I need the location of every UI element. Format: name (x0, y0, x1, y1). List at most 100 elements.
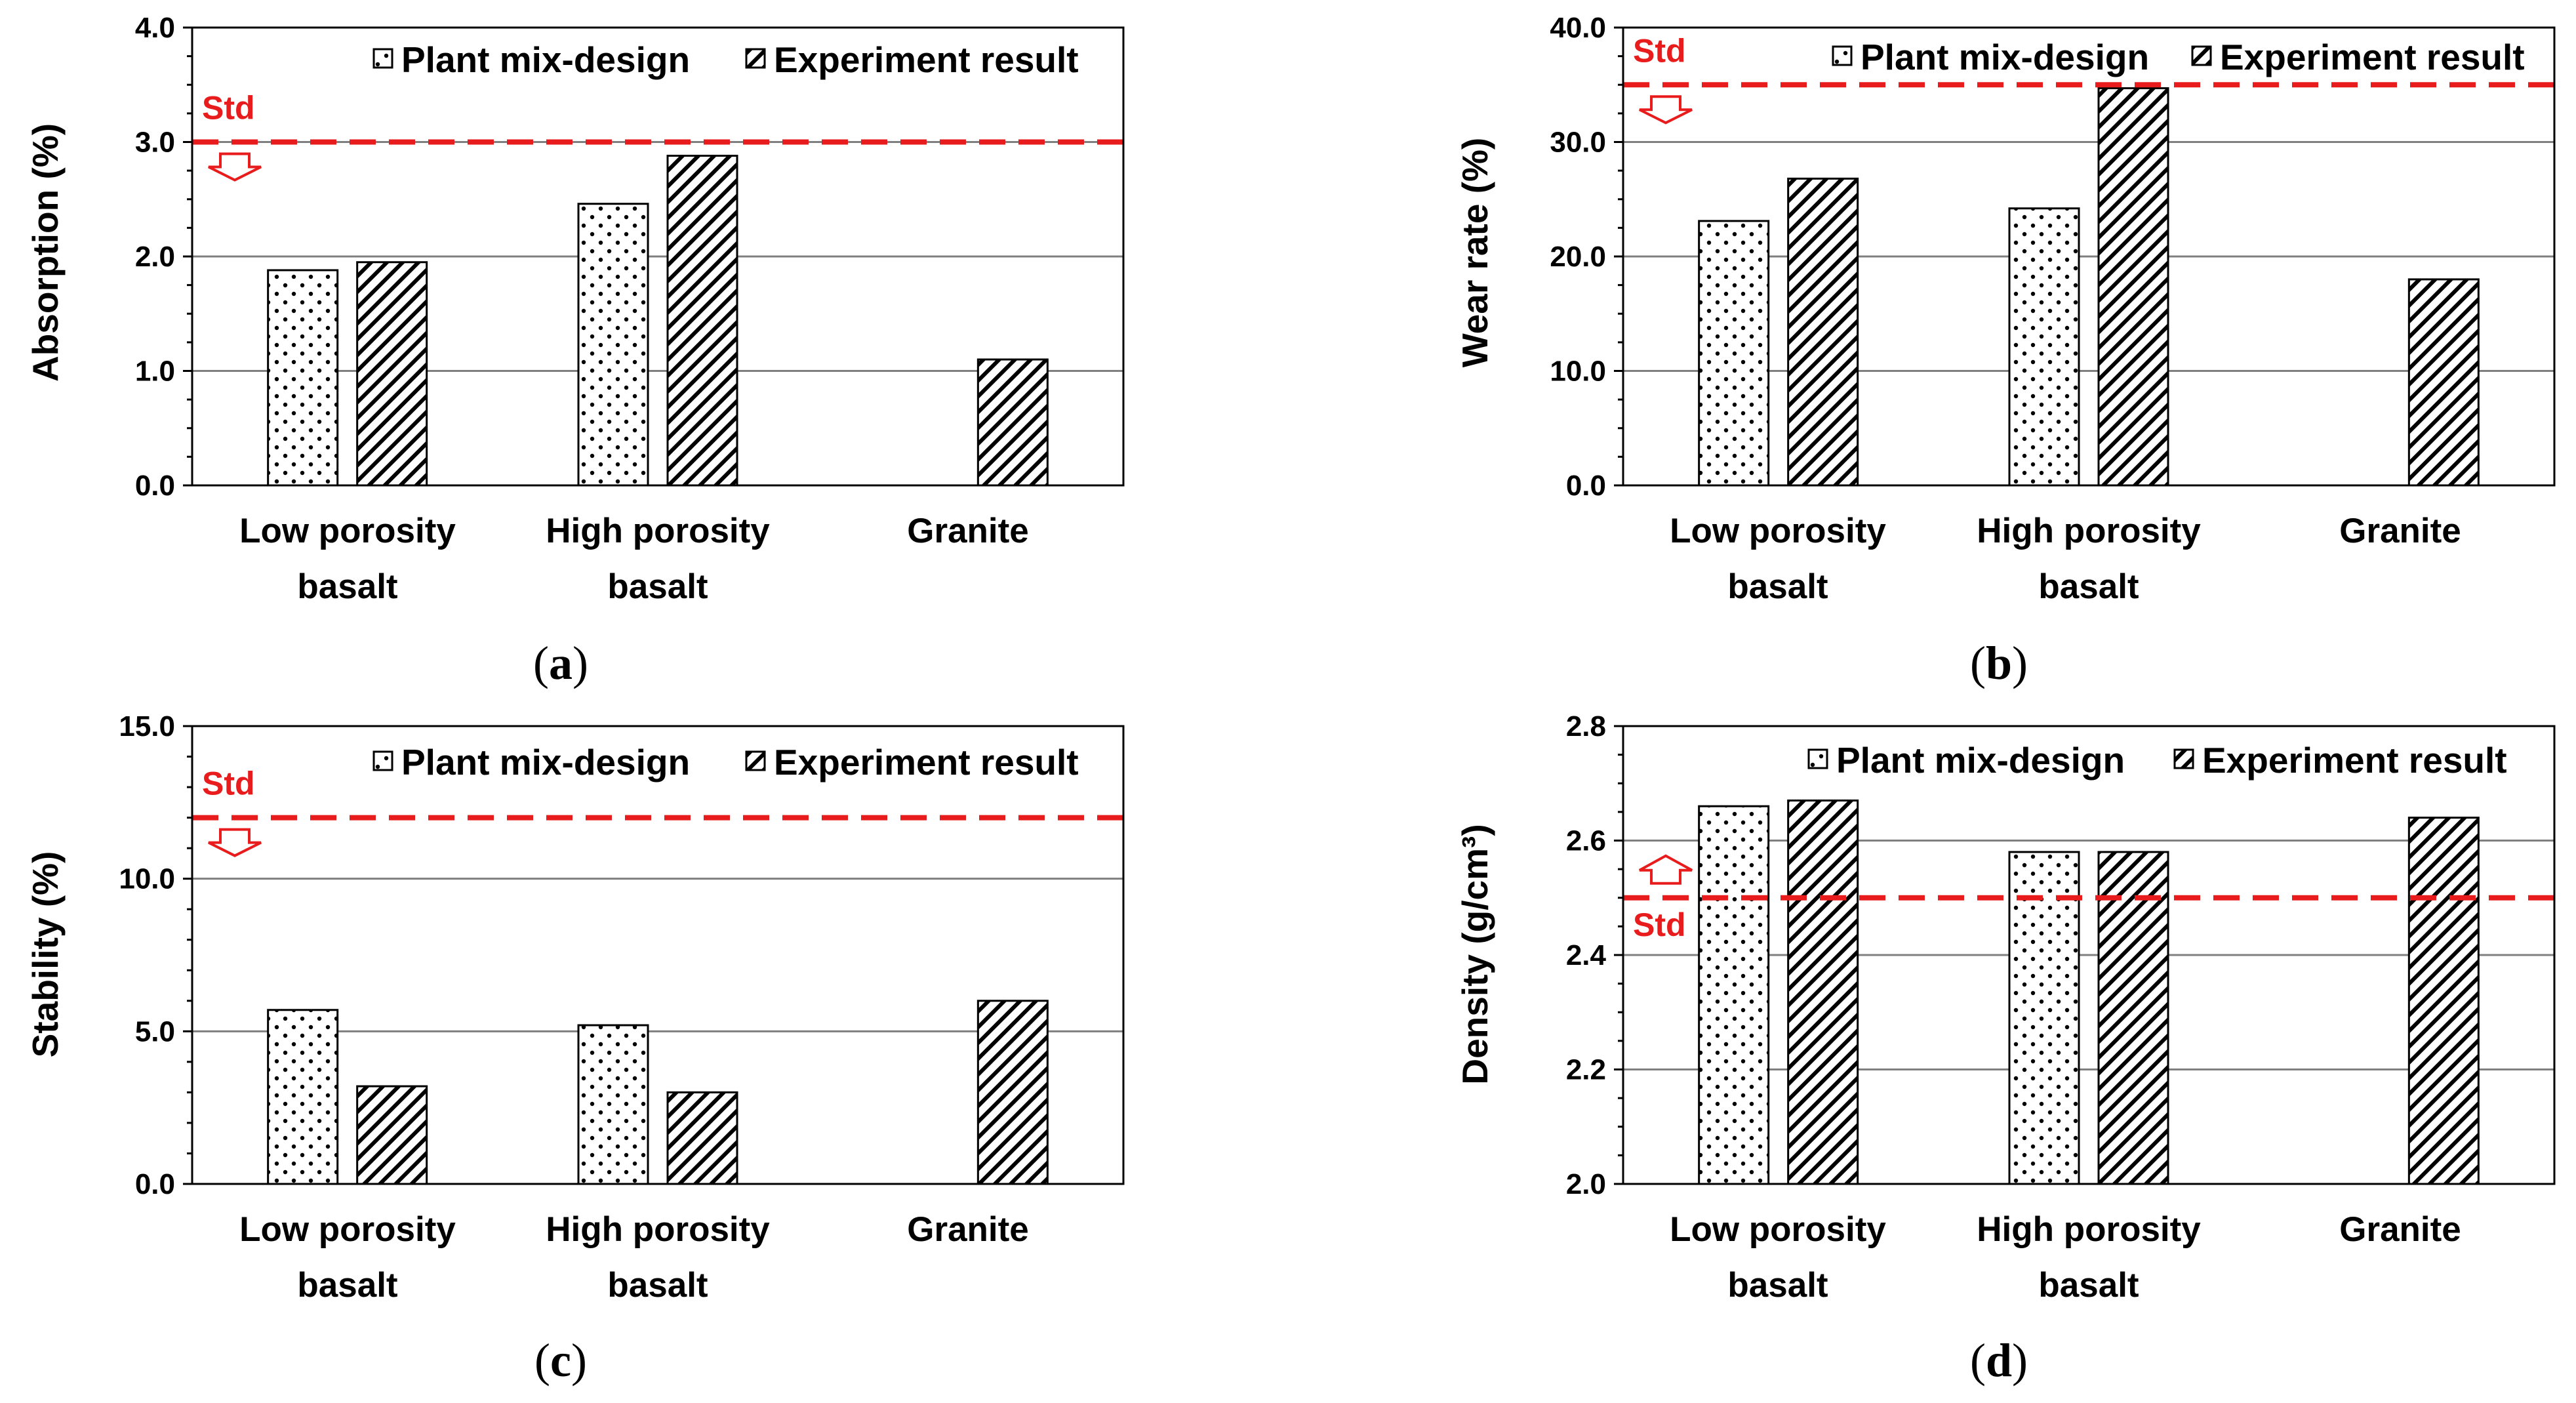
category-label: Low porosity (1670, 1210, 1886, 1249)
std-label: Std (202, 90, 255, 127)
std-arrow-icon (1639, 854, 1693, 885)
bars (1698, 87, 2480, 487)
category-label: Granite (907, 1210, 1029, 1249)
bar-experiment-result (1787, 177, 1859, 487)
y-tick-label: 10.0 (119, 863, 175, 895)
y-axis-label: Wear rate (%) (1455, 138, 1495, 368)
y-ticks: 0.0 1.0 2.0 3.0 4.0 (135, 12, 192, 502)
category-label: Granite (907, 512, 1029, 550)
bar-plant-mix-design (577, 1024, 649, 1185)
panel-a: Absorption (%) 0.0 1.0 2.0 3.0 4.0 Std Plant… (25, 12, 1125, 689)
bar-plant-mix-design (2008, 851, 2080, 1185)
std-label: Std (202, 765, 255, 802)
legend-swatch-experiment (745, 48, 766, 69)
y-tick-label: 0.0 (135, 1168, 175, 1200)
y-tick-label: 15.0 (119, 710, 175, 742)
category-label: basalt (1727, 567, 1828, 606)
category-label: basalt (607, 1266, 708, 1305)
category-label: High porosity (1977, 1210, 2201, 1249)
bar-plant-mix-design (1698, 805, 1770, 1185)
bar-experiment-result (356, 261, 428, 487)
legend-label-experiment: Experiment result (2202, 740, 2507, 781)
bar-experiment-result (976, 358, 1049, 487)
category-label: basalt (2038, 1266, 2139, 1305)
category-label: High porosity (546, 512, 770, 550)
legend-swatch-plant (372, 750, 393, 771)
legend: Plant mix-design Experiment result (372, 742, 1079, 783)
plot-frame (191, 26, 1125, 487)
y-tick-label: 2.6 (1566, 825, 1606, 857)
legend: Plant mix-design Experiment result (1807, 740, 2507, 781)
panel-label: (d) (1970, 1334, 2028, 1387)
panel-label: (b) (1970, 637, 2028, 689)
y-ticks: 0.0 5.0 10.0 15.0 (119, 710, 192, 1200)
category-label: High porosity (546, 1210, 770, 1249)
gridlines (192, 141, 1123, 372)
bar-plant-mix-design (267, 1009, 339, 1185)
y-axis-label: Stability (%) (25, 851, 66, 1058)
panel-c: Stability (%) 0.0 5.0 10.0 15.0 Std Plant m… (25, 710, 1125, 1387)
panel-label: (c) (534, 1334, 587, 1387)
category-label: Low porosity (239, 512, 456, 550)
legend-label-plant: Plant mix-design (1861, 37, 2149, 77)
y-axis-label: Absorption (%) (25, 123, 66, 382)
y-tick-label: 4.0 (135, 12, 175, 44)
category-label: Low porosity (239, 1210, 456, 1249)
bar-experiment-result (356, 1085, 428, 1185)
category-labels: Low porosity basalt High porosity basalt… (1670, 512, 2461, 606)
category-label: Granite (2339, 512, 2461, 550)
bars (1698, 799, 2480, 1185)
bar-experiment-result (2097, 851, 2169, 1185)
gridlines (192, 878, 1123, 1032)
category-label: High porosity (1977, 512, 2201, 550)
bar-experiment-result (666, 1091, 738, 1185)
legend-label-experiment: Experiment result (774, 742, 1079, 783)
legend-swatch-experiment (2173, 748, 2194, 769)
legend-swatch-experiment (745, 750, 766, 771)
bar-plant-mix-design (2008, 207, 2080, 487)
std-label: Std (1633, 906, 1686, 943)
bars (267, 154, 1049, 487)
std-group: Std (1623, 854, 2554, 943)
category-label: basalt (2038, 567, 2139, 606)
bar-experiment-result (976, 1000, 1049, 1185)
bar-plant-mix-design (1698, 220, 1770, 487)
y-tick-label: 0.0 (135, 470, 175, 502)
category-labels: Low porosity basalt High porosity basalt… (1670, 1210, 2461, 1305)
legend-label-experiment: Experiment result (2220, 37, 2525, 77)
bar-plant-mix-design (267, 269, 339, 487)
panel-b: Wear rate (%) 0.0 10.0 20.0 30.0 40.0 Std Pl… (1455, 12, 2556, 689)
y-tick-label: 20.0 (1550, 241, 1606, 273)
category-labels: Low porosity basalt High porosity basalt… (239, 1210, 1029, 1305)
std-arrow-icon (208, 828, 262, 857)
category-label: Granite (2339, 1210, 2461, 1249)
category-label: basalt (607, 567, 708, 606)
y-tick-label: 2.8 (1566, 710, 1606, 742)
y-ticks: 2.0 2.2 2.4 2.6 2.8 (1566, 710, 1623, 1200)
bar-experiment-result (2407, 278, 2480, 487)
plot-frame (1622, 26, 2556, 487)
gridlines (1623, 141, 2554, 372)
legend-swatch-experiment (2191, 45, 2212, 66)
y-tick-label: 5.0 (135, 1015, 175, 1047)
category-label: Low porosity (1670, 512, 1886, 550)
gridlines (1623, 840, 2554, 1070)
y-axis-label: Density (g/cm³) (1455, 824, 1495, 1084)
category-label: basalt (297, 567, 397, 606)
y-tick-label: 10.0 (1550, 356, 1606, 388)
legend-swatch-plant (1807, 748, 1828, 769)
y-tick-label: 40.0 (1550, 12, 1606, 44)
std-group: Std (1623, 32, 2554, 125)
category-label: basalt (1727, 1266, 1828, 1305)
std-arrow-icon (208, 152, 262, 182)
std-group: Std (192, 765, 1123, 857)
legend-swatch-plant (1832, 45, 1853, 66)
panel-label: (a) (533, 637, 588, 689)
legend-label-plant: Plant mix-design (1836, 740, 2125, 781)
category-label: basalt (297, 1266, 397, 1305)
std-group: Std (192, 90, 1123, 182)
panel-d: Density (g/cm³) 2.0 2.2 2.4 2.6 2.8 Std Plan… (1455, 710, 2556, 1387)
bar-experiment-result (2097, 87, 2169, 487)
legend-label-experiment: Experiment result (774, 39, 1079, 80)
